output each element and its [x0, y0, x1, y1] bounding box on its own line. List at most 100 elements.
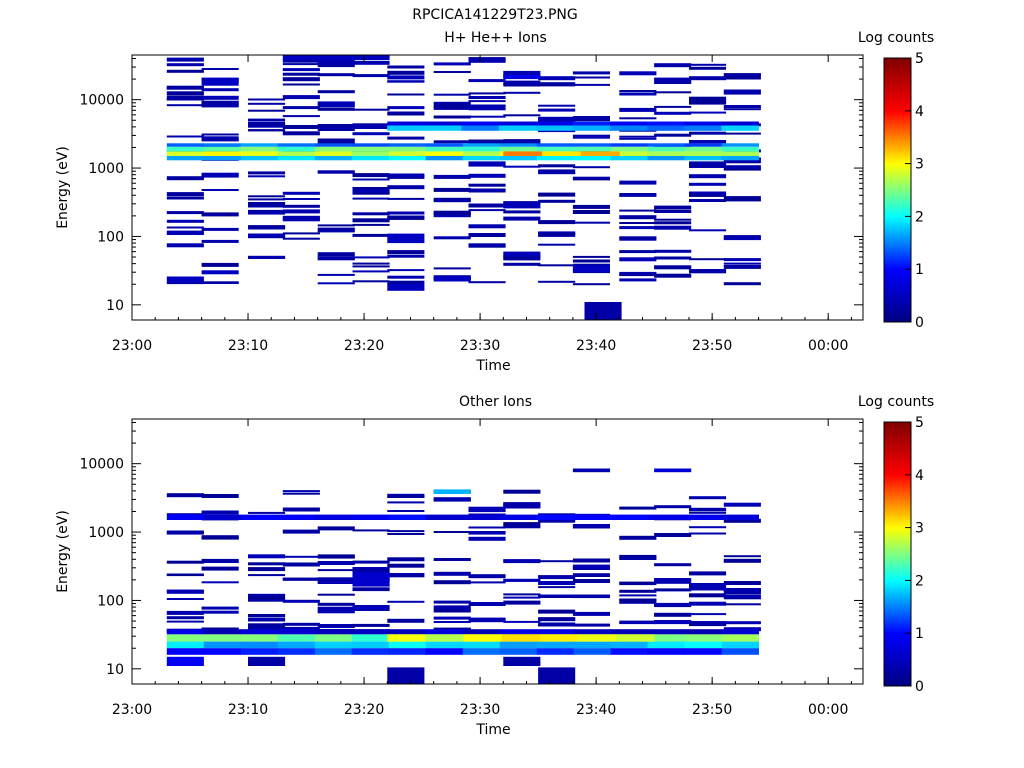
- heatmap-cell: [503, 600, 541, 605]
- colorbar-step: [884, 550, 911, 553]
- colorbar-step: [884, 656, 911, 659]
- heatmap-band-cell: [542, 151, 582, 156]
- heatmap-cell: [572, 177, 610, 181]
- heatmap-cells: [166, 55, 761, 320]
- heatmap-band-cell: [166, 641, 205, 649]
- heatmap-cell: [433, 71, 471, 73]
- heatmap-cell: [689, 507, 727, 511]
- heatmap-cell: [166, 69, 204, 73]
- heatmap-band-cell: [166, 146, 205, 152]
- colorbar-step: [884, 118, 911, 121]
- heatmap-cell: [352, 125, 390, 129]
- heatmap-cell: [387, 250, 425, 255]
- heatmap-cell: [387, 269, 425, 272]
- heatmap-cell: [538, 586, 576, 589]
- heatmap-cell: [317, 63, 355, 68]
- heatmap-band-cell: [610, 146, 648, 152]
- heatmap-band-cell: [387, 125, 425, 131]
- colorbar-step: [884, 152, 911, 155]
- heatmap-cell: [572, 558, 610, 563]
- colorbar-step: [884, 650, 911, 653]
- heatmap-band-cell: [684, 648, 722, 655]
- panel-1: H+ He++ Ions 23:00 23:10 23:20 23:30 23:40 23:…: [55, 30, 934, 374]
- heatmap-cell: [317, 282, 355, 285]
- colorbar-step: [884, 526, 911, 529]
- heatmap-cell: [503, 139, 541, 143]
- heatmap-cell: [689, 621, 727, 625]
- heatmap-cell: [387, 530, 425, 533]
- heatmap-cell: [503, 216, 541, 221]
- colorbar-step: [884, 514, 911, 517]
- heatmap-cell: [433, 616, 471, 620]
- heatmap-band-cell: [684, 151, 722, 156]
- heatmap-cell: [689, 613, 727, 616]
- colorbar-frame: [883, 57, 912, 323]
- colorbar-step: [884, 250, 911, 253]
- heatmap-cell: [689, 66, 727, 70]
- heatmap-cell: [387, 573, 425, 575]
- heatmap-cell: [538, 560, 576, 563]
- colorbar-step: [884, 632, 911, 635]
- heatmap-cell: [433, 93, 471, 96]
- colorbar-step: [884, 126, 911, 129]
- colorbar-tick-label: 2: [915, 573, 924, 589]
- heatmap-cell: [503, 559, 541, 562]
- colorbar-step: [884, 222, 911, 225]
- heatmap-band-cell: [240, 156, 279, 161]
- colorbar-step: [884, 626, 911, 629]
- heatmap-cell: [352, 608, 390, 611]
- heatmap-cell: [503, 70, 541, 75]
- heatmap-cell: [619, 594, 657, 597]
- heatmap-cell: [572, 255, 610, 258]
- colorbar-step: [884, 652, 911, 655]
- plot-frame: [131, 54, 864, 321]
- heatmap-band-cell: [203, 514, 242, 520]
- heatmap-band-cell: [647, 125, 685, 131]
- colorbar-step: [884, 110, 911, 113]
- heatmap-band-cell: [610, 629, 648, 635]
- heatmap-cell: [654, 588, 692, 592]
- colorbar-step: [884, 196, 911, 199]
- heatmap-cell: [654, 77, 692, 82]
- heatmap-band-cell: [610, 125, 648, 131]
- colorbar-step: [884, 462, 911, 465]
- heatmap-cell: [352, 55, 390, 60]
- colorbar-step: [884, 568, 911, 571]
- colorbar-step: [884, 464, 911, 467]
- colorbar-step: [884, 520, 911, 523]
- colorbar-step: [884, 128, 911, 131]
- heatmap-cell: [468, 209, 506, 212]
- heatmap-cell: [387, 111, 425, 116]
- heatmap-cell: [248, 567, 286, 572]
- heatmap-cell: [387, 197, 425, 200]
- heatmap-cell: [387, 618, 425, 623]
- heatmap-band-cell: [503, 151, 543, 156]
- colorbar-step: [884, 158, 911, 161]
- colorbar-step: [884, 528, 911, 531]
- heatmap-cell: [433, 608, 471, 613]
- heatmap-cell: [166, 192, 204, 197]
- heatmap-band-cell: [610, 121, 648, 126]
- x-tick-label: 00:00: [808, 338, 848, 354]
- heatmap-cell: [723, 555, 761, 558]
- colorbar-step: [884, 200, 911, 203]
- colorbar-step: [884, 674, 911, 677]
- heatmap-band-cell: [277, 143, 316, 147]
- heatmap-cell: [248, 124, 286, 128]
- heatmap-cell: [387, 496, 425, 498]
- heatmap-cell: [387, 501, 425, 504]
- heatmap-cell: [387, 574, 425, 578]
- colorbar-step: [884, 284, 911, 287]
- heatmap-cell: [468, 58, 506, 63]
- colorbar-step: [884, 572, 911, 575]
- colorbar-step: [884, 318, 911, 321]
- colorbar-step: [884, 532, 911, 535]
- colorbar-step: [884, 70, 911, 73]
- heatmap-cell: [503, 256, 541, 261]
- colorbar-step: [884, 268, 911, 271]
- heatmap-cell: [387, 563, 425, 568]
- heatmap-cell: [248, 574, 286, 577]
- heatmap-cell: [619, 194, 657, 197]
- heatmap-band-cell: [351, 629, 390, 635]
- colorbar-step: [884, 182, 911, 185]
